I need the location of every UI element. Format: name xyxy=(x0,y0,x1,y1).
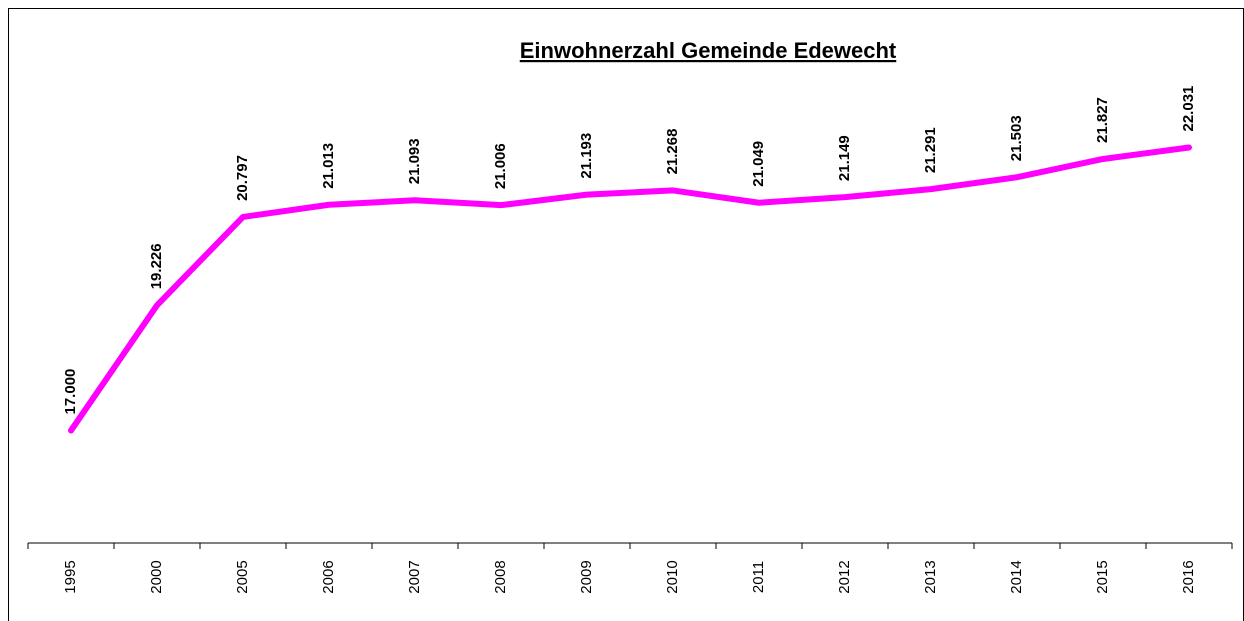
data-label: 21.093 xyxy=(406,138,423,184)
data-label: 17.000 xyxy=(62,369,79,415)
x-tick-label: 2015 xyxy=(1094,560,1111,593)
x-tick-label: 2008 xyxy=(492,560,509,593)
x-tick-label: 2006 xyxy=(320,560,337,593)
data-label: 21.193 xyxy=(578,133,595,179)
x-tick-label: 2011 xyxy=(750,561,767,593)
x-tick-label: 2014 xyxy=(1008,560,1025,593)
x-tick-label: 2012 xyxy=(836,560,853,593)
x-tick-label: 2010 xyxy=(664,560,681,593)
x-tick-label: 2013 xyxy=(922,560,939,593)
data-label: 22.031 xyxy=(1180,86,1197,132)
x-tick-label: 2000 xyxy=(148,560,165,593)
data-label: 21.013 xyxy=(320,143,337,189)
data-label: 21.268 xyxy=(664,129,681,175)
data-label: 20.797 xyxy=(234,155,251,201)
data-label: 21.827 xyxy=(1094,97,1111,143)
x-tick-label: 2007 xyxy=(406,560,423,593)
x-tick-label: 1995 xyxy=(62,560,79,593)
data-line xyxy=(68,144,1192,434)
chart-frame xyxy=(8,8,1244,621)
data-label: 21.291 xyxy=(922,127,939,173)
data-label: 21.006 xyxy=(492,143,509,189)
data-label: 21.049 xyxy=(750,141,767,187)
x-tick-label: 2005 xyxy=(234,560,251,593)
data-label: 21.503 xyxy=(1008,115,1025,161)
data-label: 19.226 xyxy=(148,243,165,289)
data-label: 21.149 xyxy=(836,135,853,181)
x-tick-label: 2009 xyxy=(578,560,595,593)
x-tick-label: 2016 xyxy=(1180,560,1197,593)
chart-title: Einwohnerzahl Gemeinde Edewecht xyxy=(520,38,897,63)
